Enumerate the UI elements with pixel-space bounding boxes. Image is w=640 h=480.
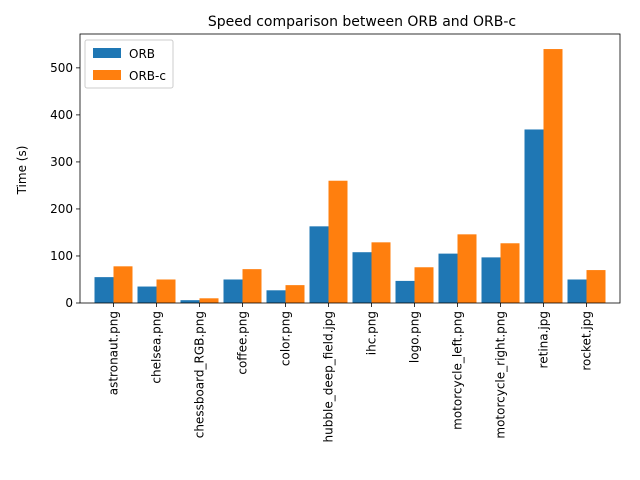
- y-tick-label: 0: [65, 296, 73, 310]
- legend-swatch-orb-c: [93, 70, 121, 80]
- legend-label-orb-c: ORB-c: [129, 69, 166, 83]
- x-tick-label: motorcycle_right.png: [494, 311, 508, 439]
- bar-orb: [481, 257, 501, 303]
- bar-orb-c: [414, 267, 434, 303]
- bar-orb: [180, 300, 200, 303]
- bar-orb-c: [156, 279, 176, 303]
- bar-orb-c: [371, 242, 391, 303]
- bar-orb: [266, 290, 286, 303]
- y-tick-label: 500: [50, 61, 73, 75]
- x-tick-label: logo.png: [408, 311, 422, 363]
- y-axis-label: Time (s): [15, 146, 29, 196]
- y-tick-label: 200: [50, 202, 73, 216]
- axes-frame: [79, 33, 621, 304]
- legend-swatch-orb: [93, 48, 121, 58]
- bar-orb: [567, 279, 587, 303]
- chart-title: Speed comparison between ORB and ORB-c: [208, 14, 516, 30]
- x-tick-label: ihc.png: [365, 311, 379, 355]
- bar-orb-c: [199, 298, 219, 303]
- x-tick-label: chelsea.png: [150, 311, 164, 384]
- bar-orb: [524, 129, 544, 303]
- bar-orb-c: [543, 49, 563, 303]
- x-tick-label: color.png: [279, 311, 293, 366]
- bar-orb: [352, 252, 372, 303]
- bar-orb: [395, 280, 415, 303]
- x-tick-label: chessboard_RGB.png: [193, 311, 207, 438]
- bar-orb: [137, 286, 157, 303]
- bar-orb: [223, 279, 243, 303]
- x-tick-label: coffee.png: [236, 311, 250, 375]
- legend-label-orb: ORB: [129, 47, 155, 61]
- x-tick-label: astronaut.png: [107, 311, 121, 395]
- bar-orb-c: [113, 266, 133, 303]
- x-tick-label: hubble_deep_field.jpg: [322, 311, 336, 442]
- bar-orb-c: [457, 234, 477, 303]
- bar-orb-c: [500, 243, 520, 303]
- x-tick-label: rocket.jpg: [580, 311, 594, 371]
- bar-orb: [309, 226, 329, 303]
- plot-area: 0 100 200 300 400 500 astronaut.png chelsea.png…: [50, 33, 621, 442]
- legend: ORB ORB-c: [84, 39, 174, 89]
- x-tick-label: motorcycle_left.png: [451, 311, 465, 430]
- bar-orb: [438, 253, 458, 303]
- x-tick-label: retina.jpg: [537, 311, 551, 368]
- bar-orb-c: [328, 180, 348, 303]
- y-tick-label: 400: [50, 108, 73, 122]
- y-tick-label: 300: [50, 155, 73, 169]
- bar-orb-c: [285, 285, 305, 303]
- bar-orb-c: [586, 270, 606, 303]
- bar-orb: [94, 277, 114, 303]
- y-tick-label: 100: [50, 249, 73, 263]
- bar-orb-c: [242, 269, 262, 303]
